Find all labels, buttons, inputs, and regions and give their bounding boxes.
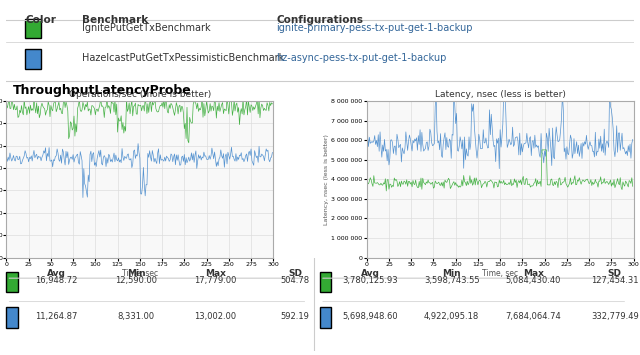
Text: 332,779.49: 332,779.49 (591, 312, 639, 321)
Text: 11,264.87: 11,264.87 (35, 312, 78, 321)
FancyBboxPatch shape (6, 272, 18, 292)
Text: 5,698,948.60: 5,698,948.60 (342, 312, 398, 321)
Text: 5,084,430.40: 5,084,430.40 (506, 276, 561, 285)
Text: 592.19: 592.19 (280, 312, 309, 321)
Text: Avg: Avg (47, 269, 66, 278)
Text: 16,948.72: 16,948.72 (35, 276, 78, 285)
Text: Min: Min (127, 269, 145, 278)
FancyBboxPatch shape (25, 19, 41, 38)
Text: Max: Max (205, 269, 226, 278)
Text: Configurations: Configurations (276, 15, 363, 25)
Text: SD: SD (608, 269, 622, 278)
Text: SD: SD (288, 269, 302, 278)
Text: 127,454.31: 127,454.31 (591, 276, 639, 285)
FancyBboxPatch shape (320, 307, 332, 328)
Text: ignite-primary-pess-tx-put-get-1-backup: ignite-primary-pess-tx-put-get-1-backup (276, 23, 472, 33)
Text: 8,331.00: 8,331.00 (118, 312, 155, 321)
Text: 17,779.00: 17,779.00 (195, 276, 237, 285)
Text: 3,598,743.55: 3,598,743.55 (424, 276, 479, 285)
FancyBboxPatch shape (6, 307, 18, 328)
Title: Latency, nsec (less is better): Latency, nsec (less is better) (435, 90, 566, 99)
Text: 3,780,125.93: 3,780,125.93 (342, 276, 398, 285)
Text: 12,590.00: 12,590.00 (115, 276, 157, 285)
FancyBboxPatch shape (320, 272, 332, 292)
Text: Min: Min (442, 269, 461, 278)
Text: HazelcastPutGetTxPessimisticBenchmark: HazelcastPutGetTxPessimisticBenchmark (82, 53, 284, 63)
X-axis label: Time, sec: Time, sec (122, 269, 158, 278)
Text: hz-async-pess-tx-put-get-1-backup: hz-async-pess-tx-put-get-1-backup (276, 53, 447, 63)
Y-axis label: Latency, nsec (less is better): Latency, nsec (less is better) (323, 134, 328, 225)
X-axis label: Time, sec: Time, sec (482, 269, 518, 278)
Text: Benchmark: Benchmark (82, 15, 148, 25)
Text: 7,684,064.74: 7,684,064.74 (506, 312, 561, 321)
Text: 504.78: 504.78 (280, 276, 310, 285)
Text: 13,002.00: 13,002.00 (195, 312, 237, 321)
Text: Max: Max (523, 269, 544, 278)
FancyBboxPatch shape (25, 49, 41, 69)
Text: ThroughputLatencyProbe: ThroughputLatencyProbe (13, 84, 191, 97)
Text: 4,922,095.18: 4,922,095.18 (424, 312, 479, 321)
Text: IgnitePutGetTxBenchmark: IgnitePutGetTxBenchmark (82, 23, 211, 33)
Text: Avg: Avg (361, 269, 380, 278)
Text: Color: Color (25, 15, 56, 25)
Title: Operations/sec (more is better): Operations/sec (more is better) (68, 90, 211, 99)
